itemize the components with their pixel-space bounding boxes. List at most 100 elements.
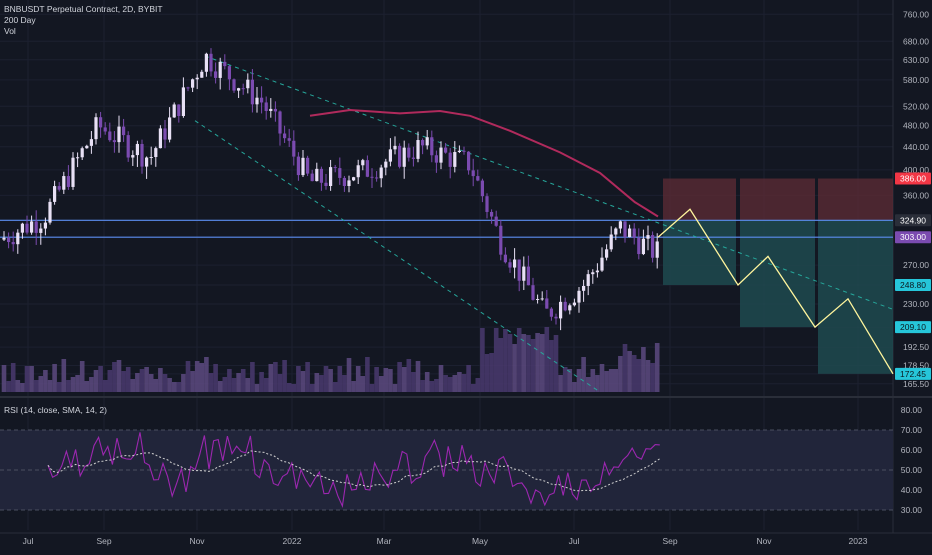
candle-down [310, 173, 314, 182]
volume-bar [360, 376, 366, 392]
candle-up [347, 180, 351, 187]
volume-bar [268, 364, 274, 392]
candle-down [209, 53, 213, 72]
candle-down [545, 298, 549, 309]
price-tick-label: 580.00 [903, 75, 929, 85]
price-tick-label: 480.00 [903, 121, 929, 131]
volume-bar [351, 381, 356, 392]
candle-up [388, 149, 392, 162]
rsi-tick-label: 70.00 [901, 425, 923, 435]
time-tick-label: Mar [377, 536, 392, 546]
rsi-tick-label: 80.00 [901, 405, 923, 415]
volume-bar [622, 344, 628, 392]
volume-bar [314, 373, 320, 392]
volume-legend[interactable]: Vol [4, 26, 16, 36]
volume-bar [342, 375, 347, 392]
ma200-line[interactable] [309, 109, 659, 218]
candle-up [48, 201, 52, 223]
volume-bar [190, 371, 195, 392]
price-tag-current[interactable] [895, 231, 931, 244]
volume-bar [56, 382, 62, 392]
price-tag-target[interactable] [895, 367, 931, 380]
take-profit-zone[interactable] [818, 220, 893, 374]
candle-down [651, 235, 655, 258]
stop-loss-zone[interactable] [663, 178, 736, 221]
volume-bar [530, 339, 536, 392]
time-tick-label: Nov [756, 536, 772, 546]
volume-bar [181, 374, 186, 392]
candle-up [135, 143, 139, 156]
candle-up [614, 228, 618, 235]
candle-up [255, 97, 259, 105]
volume-bar [121, 371, 126, 392]
candle-up [457, 150, 461, 153]
projection-path[interactable] [657, 208, 894, 375]
candle-down [241, 88, 245, 90]
volume-bar [572, 382, 577, 392]
price-tick-label: 440.00 [903, 142, 929, 152]
symbol-legend[interactable]: BNBUSDT Perpetual Contract, 2D, BYBIT 20… [4, 4, 163, 37]
volume-bar [231, 378, 237, 392]
candle-down [370, 176, 374, 178]
volume-bar [15, 380, 21, 392]
time-tick-label: 2023 [849, 536, 868, 546]
rsi-tick-label: 50.00 [901, 465, 923, 475]
volume-bar [604, 371, 609, 392]
volume-bar [286, 383, 292, 392]
volume-bar [480, 328, 485, 392]
price-tag-stop[interactable] [895, 172, 931, 185]
candle-up [158, 128, 162, 149]
volume-bar [650, 363, 655, 392]
candle-up [149, 157, 153, 159]
price-tag-target[interactable] [895, 278, 931, 291]
volume-bar [613, 369, 619, 392]
rsi-legend[interactable]: RSI (14, close, SMA, 14, 2) [4, 405, 107, 415]
volume-bar [636, 359, 642, 392]
volume-bar [645, 360, 651, 392]
candle-up [618, 221, 622, 229]
price-tick-label: 230.00 [903, 299, 929, 309]
lower-channel-line[interactable] [194, 120, 601, 393]
price-tick-label: 192.50 [903, 342, 929, 352]
price-tick-label: 178.50 [903, 360, 929, 370]
candle-up [402, 147, 406, 167]
time-tick-label: Nov [189, 536, 205, 546]
price-tag-label: 209.10 [900, 322, 926, 332]
take-profit-zone[interactable] [663, 220, 736, 285]
ma-legend[interactable]: 200 Day [4, 15, 36, 25]
volume-bar [176, 382, 182, 392]
volume-bar [116, 360, 122, 392]
price-tag-target[interactable] [895, 321, 931, 334]
time-axis[interactable]: Jul Sep Nov 2022 Mar May Jul Sep Nov 2023 [23, 536, 868, 546]
candle-up [361, 160, 365, 166]
symbol-title[interactable]: BNBUSDT Perpetual Contract, 2D, BYBIT [4, 4, 163, 14]
trend-lines[interactable] [0, 55, 894, 393]
price-tag-neutral[interactable] [895, 214, 931, 227]
candle-up [301, 157, 305, 176]
candle-up [145, 157, 149, 167]
rsi-axis[interactable]: 80.00 70.00 60.00 50.00 40.00 30.00 [901, 405, 923, 515]
volume-bar [66, 380, 71, 392]
price-tag-label: 248.80 [900, 280, 926, 290]
volume-bar [549, 340, 554, 392]
time-tick-label: Sep [662, 536, 677, 546]
time-tick-label: Jul [569, 536, 580, 546]
candle-down [444, 147, 448, 153]
upper-channel-line[interactable] [204, 55, 894, 310]
stop-loss-zone[interactable] [818, 178, 893, 221]
rsi-tick-label: 60.00 [901, 445, 923, 455]
candle-down [99, 117, 103, 128]
stop-loss-zone[interactable] [740, 178, 815, 221]
volume-bar [208, 373, 214, 392]
price-axis[interactable]: 760.00 680.00 630.00 580.00 520.00 480.00 440.… [895, 9, 931, 389]
price-tick-label: 680.00 [903, 36, 929, 46]
candle-down [319, 168, 323, 183]
candle-down [11, 242, 15, 245]
volume-bar [411, 372, 416, 392]
volume-bar [319, 375, 324, 392]
candle-down [112, 140, 116, 143]
volume-bar [415, 361, 421, 392]
candle-down [476, 176, 480, 181]
